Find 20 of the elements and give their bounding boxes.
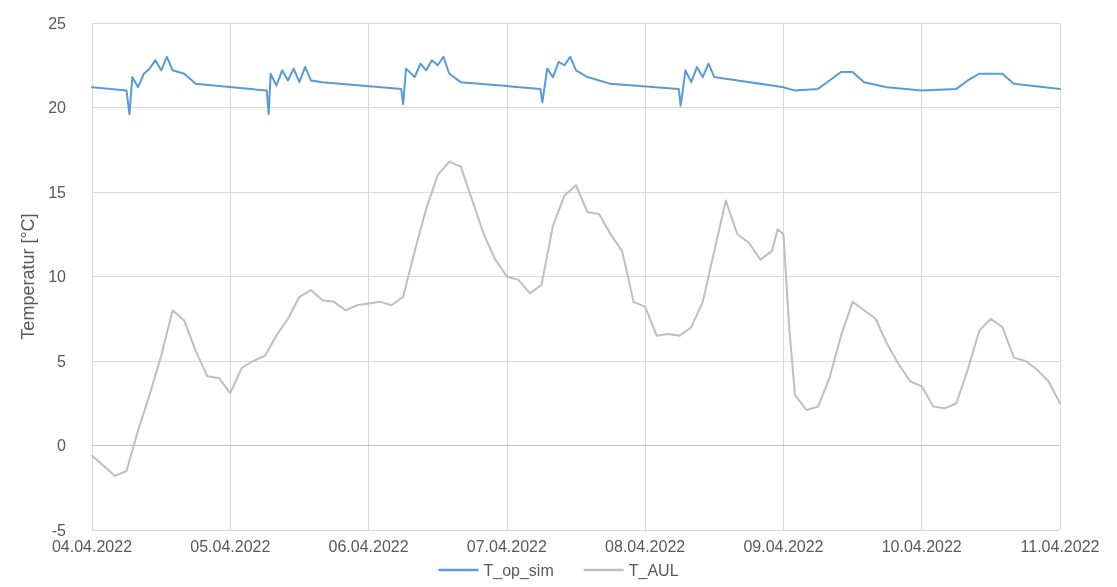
x-tick-label: 04.04.2022 bbox=[51, 537, 133, 555]
y-tick-label: 0 bbox=[57, 437, 67, 454]
y-tick-label: 15 bbox=[48, 183, 67, 201]
line-series bbox=[91, 55, 1061, 116]
y-tick-label: 5 bbox=[57, 352, 67, 370]
line-series bbox=[91, 160, 1061, 477]
x-tick-label: 05.04.2022 bbox=[190, 537, 271, 555]
y-tick-label: 20 bbox=[48, 99, 67, 116]
x-tick-label: 06.04.2022 bbox=[328, 537, 409, 555]
legend-label: T_AUL bbox=[628, 561, 679, 580]
x-tick-label: 09.04.2022 bbox=[743, 537, 824, 555]
x-tick-label: 07.04.2022 bbox=[466, 537, 547, 555]
legend-label: T_op_sim bbox=[483, 561, 554, 580]
x-tick-label: 10.04.2022 bbox=[881, 537, 962, 555]
x-tick-label: 11.04.2022 bbox=[1020, 537, 1100, 555]
y-tick-label: -5 bbox=[51, 521, 67, 539]
y-axis-title: Temperatur [°C] bbox=[18, 213, 38, 340]
y-tick-label: 10 bbox=[48, 268, 67, 285]
x-tick-label: 08.04.2022 bbox=[605, 537, 686, 555]
y-tick-label: 25 bbox=[48, 14, 67, 32]
